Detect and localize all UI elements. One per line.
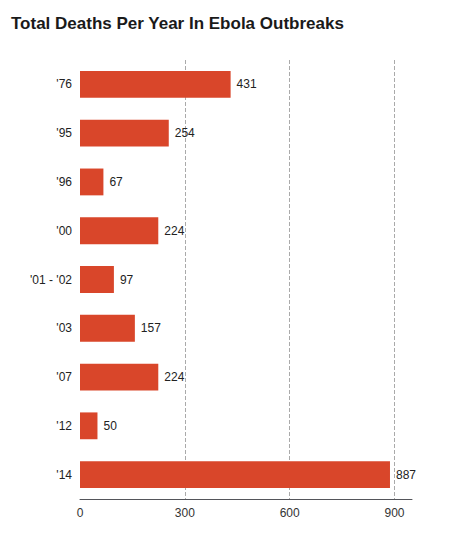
svg-text:'76: '76: [56, 77, 72, 91]
svg-text:'96: '96: [56, 175, 72, 189]
svg-text:'12: '12: [56, 419, 72, 433]
svg-text:50: 50: [103, 419, 117, 433]
svg-text:'14: '14: [56, 468, 72, 482]
svg-text:'00: '00: [56, 224, 72, 238]
svg-text:'01 - '02: '01 - '02: [30, 273, 72, 287]
svg-text:97: 97: [120, 273, 134, 287]
svg-text:0: 0: [77, 506, 84, 520]
svg-text:887: 887: [396, 468, 416, 482]
svg-text:67: 67: [109, 175, 123, 189]
svg-text:300: 300: [175, 506, 195, 520]
svg-text:'95: '95: [56, 126, 72, 140]
svg-text:431: 431: [237, 77, 257, 91]
svg-text:'03: '03: [56, 321, 72, 335]
svg-text:600: 600: [280, 506, 300, 520]
svg-text:254: 254: [175, 126, 195, 140]
svg-text:157: 157: [141, 321, 161, 335]
svg-text:'07: '07: [56, 370, 72, 384]
svg-text:900: 900: [385, 506, 405, 520]
svg-text:Total Deaths Per Year In Ebola: Total Deaths Per Year In Ebola Outbreaks: [11, 14, 344, 33]
svg-text:224: 224: [164, 224, 184, 238]
svg-text:224: 224: [164, 370, 184, 384]
